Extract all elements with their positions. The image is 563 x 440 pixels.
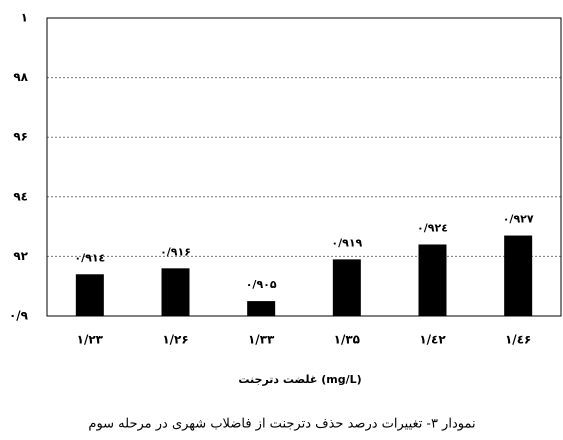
y-tick-label: ۱ (21, 11, 28, 25)
y-tick-label: ۹۶ (13, 130, 28, 144)
value-label: ۰/۹۲٤ (417, 221, 448, 234)
value-label: ۰/۹۲۷ (503, 213, 534, 226)
x-tick-label: ۱/٤۲ (419, 333, 446, 347)
x-tick-label: ۱/۳۵ (334, 333, 360, 347)
x-tick-label: ۱/۳۳ (248, 333, 275, 347)
y-tick-label: ۹۸ (13, 70, 28, 84)
bar (504, 235, 533, 316)
value-label: ۰/۹۰۵ (246, 278, 277, 291)
bar (247, 301, 276, 316)
bar (332, 259, 361, 316)
caption: نمودار ۳- تغییرات درصد حذف دترجنت از فاض… (88, 417, 475, 432)
value-label: ۰/۹۱۶ (160, 245, 191, 258)
y-tick-label: ۰/۹ (9, 309, 29, 323)
bar (418, 244, 447, 316)
plot-frame (46, 17, 562, 317)
x-tick-label: ۱/٤۶ (505, 333, 531, 347)
x-tick-label: ۱/۲۳ (77, 333, 104, 347)
bar (75, 274, 104, 316)
y-tick-label: ۹٤ (13, 189, 28, 203)
value-label: ۰/۹۱۹ (331, 236, 362, 249)
x-axis-label: غلضت دترجنت (mg/L) (238, 373, 361, 386)
x-tick-label: ۱/۲۶ (162, 333, 188, 347)
bar (161, 268, 190, 316)
y-tick-label: ۹۲ (13, 249, 28, 263)
value-label: ۰/۹۱٤ (74, 251, 105, 264)
